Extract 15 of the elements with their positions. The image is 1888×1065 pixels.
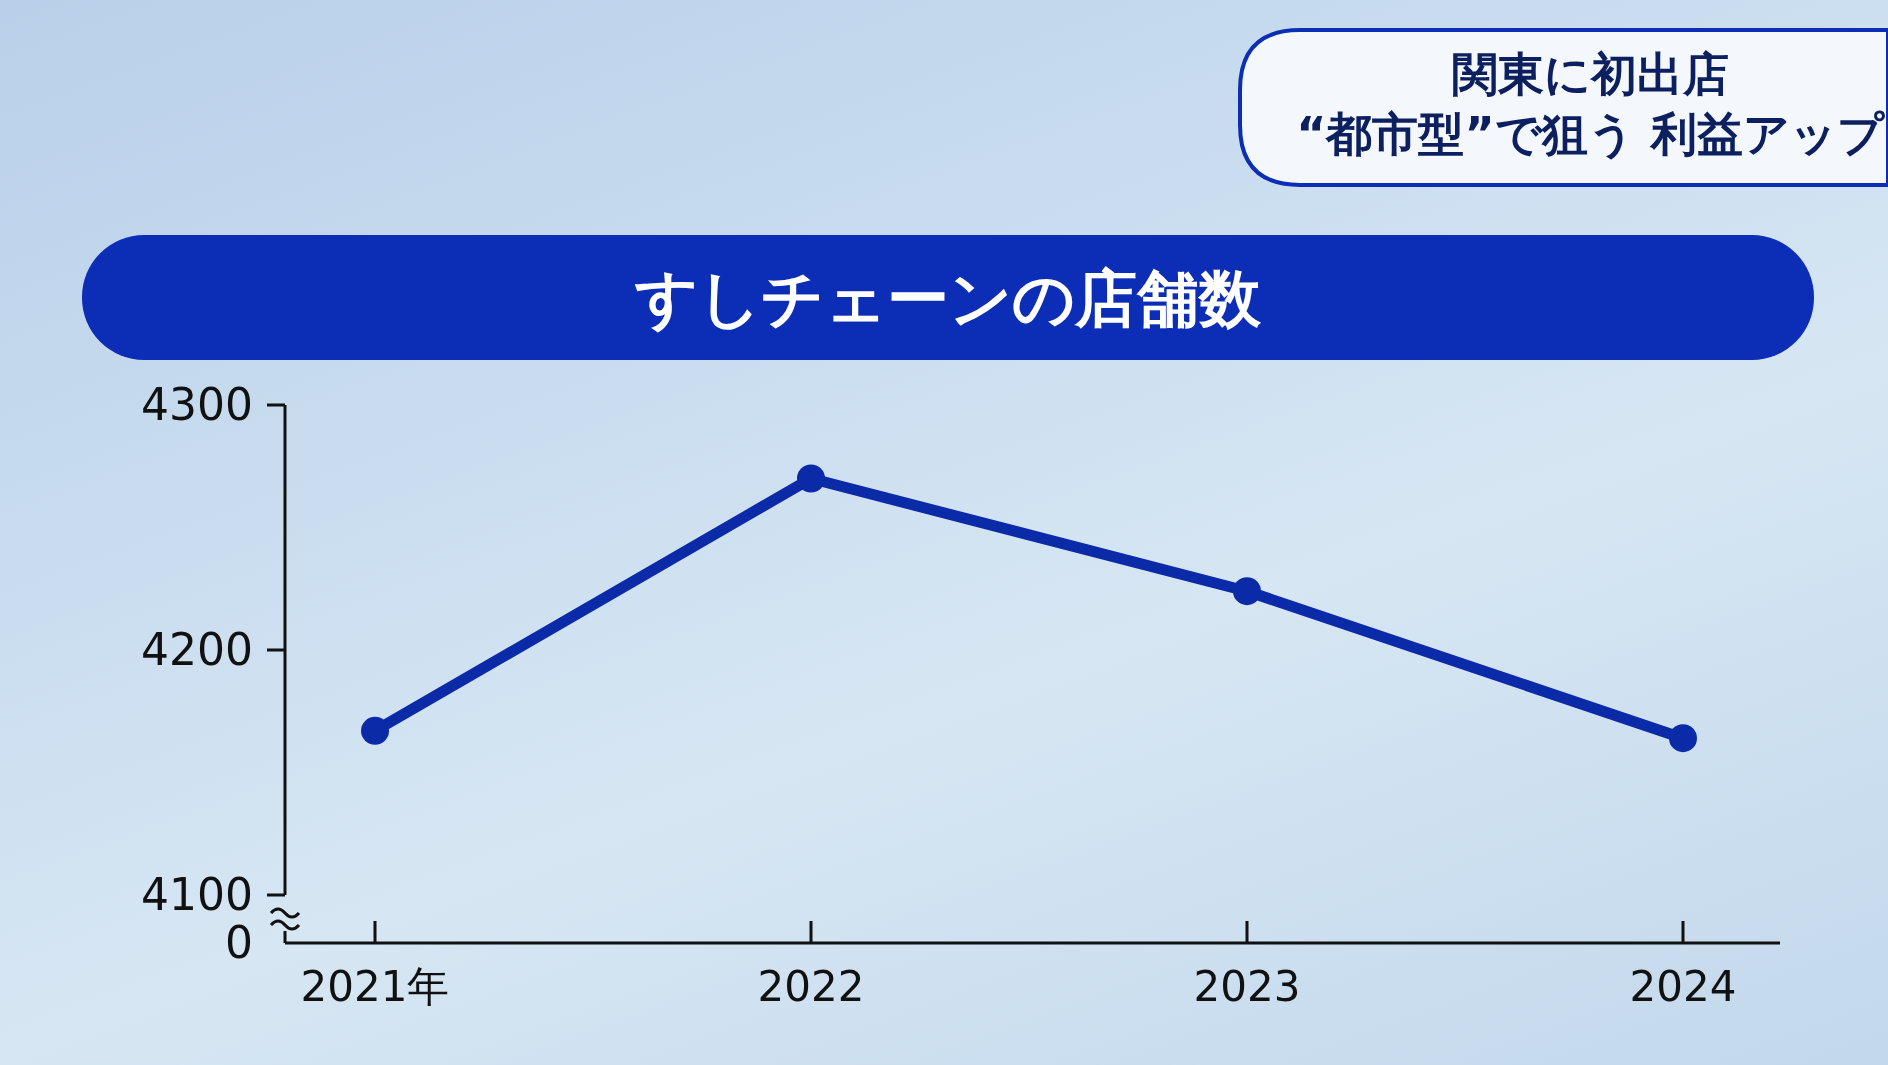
point	[797, 464, 825, 493]
y-tick-label: 4100	[141, 869, 253, 920]
x-tick-label: 2022	[757, 962, 865, 1011]
point	[1669, 724, 1697, 753]
point	[1233, 577, 1261, 606]
text: 0	[225, 917, 253, 968]
chart-title: すしチェーンの店舗数	[634, 262, 1262, 335]
x-tick-label: 2021年	[300, 962, 450, 1011]
x-tick-label: 2024	[1629, 962, 1737, 1011]
text: 関東に初出店	[1451, 47, 1729, 101]
y-tick-label: 4200	[141, 624, 253, 675]
x-tick-label: 2023	[1193, 962, 1301, 1011]
text: “都市型”で狙う 利益アップ	[1296, 107, 1885, 161]
point	[361, 716, 389, 745]
y-tick-label: 4300	[141, 379, 253, 430]
